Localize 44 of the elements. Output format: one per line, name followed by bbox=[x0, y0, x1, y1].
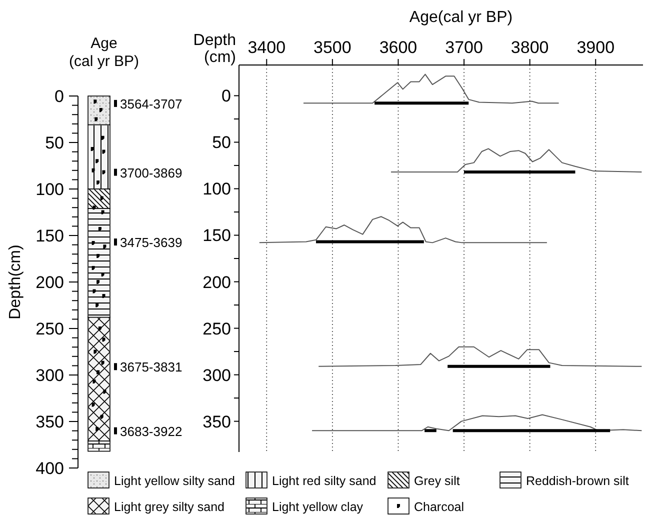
x-tick-label: 3900 bbox=[576, 38, 615, 57]
y-tick-label: 250 bbox=[202, 319, 231, 338]
y-tick-label: 300 bbox=[36, 366, 64, 385]
legend-label: Light red silty sand bbox=[272, 474, 376, 488]
y-tick-label: 350 bbox=[36, 412, 64, 432]
y-tick-label: 250 bbox=[36, 320, 64, 338]
y-tick-label: 200 bbox=[36, 273, 64, 292]
y-axis-title: Depth (cm) bbox=[193, 32, 236, 66]
legend-label: Reddish-brown silt bbox=[526, 474, 630, 488]
x-axis-title: Age(cal yr BP) bbox=[409, 9, 513, 26]
chart-title: Age (cal yr BP) bbox=[68, 35, 140, 70]
y-axis-title: Depth(cm) bbox=[7, 244, 24, 320]
x-tick-label: 3500 bbox=[314, 38, 352, 57]
y-tick-label: 0 bbox=[54, 87, 64, 106]
line-series bbox=[302, 74, 560, 104]
y-tick-label: 100 bbox=[202, 180, 231, 199]
legend-label: Light yellow clay bbox=[272, 500, 364, 514]
line-series bbox=[318, 346, 642, 367]
legend-label: Light grey silty sand bbox=[114, 500, 225, 514]
x-tick-label: 3700 bbox=[445, 38, 483, 57]
y-tick-label: 300 bbox=[202, 366, 231, 385]
x-tick-label: 3400 bbox=[248, 38, 286, 57]
text: 3700-3869 bbox=[120, 165, 182, 180]
line-series bbox=[312, 414, 642, 432]
text: 3475-3639 bbox=[120, 235, 182, 250]
text: 3675-3831 bbox=[120, 360, 182, 375]
y-tick-label: 100 bbox=[36, 180, 64, 199]
y-tick-label: 150 bbox=[36, 226, 64, 246]
y-tick-label: 200 bbox=[202, 272, 231, 292]
line-series bbox=[258, 216, 548, 244]
text: 3683-3922 bbox=[120, 424, 182, 439]
legend-label: Grey silt bbox=[414, 474, 460, 488]
legend-label: Light yellow silty sand bbox=[114, 474, 235, 488]
text: 3564-3707 bbox=[120, 96, 182, 112]
y-tick-label: 400 bbox=[36, 459, 64, 478]
x-tick-label: 3600 bbox=[379, 38, 418, 57]
y-tick-label: 50 bbox=[212, 133, 231, 152]
y-tick-label: 150 bbox=[202, 226, 231, 246]
y-tick-label: 0 bbox=[222, 86, 231, 106]
text: Charcoal bbox=[414, 500, 464, 514]
y-tick-label: 350 bbox=[202, 412, 231, 432]
y-tick-label: 50 bbox=[45, 134, 64, 152]
x-tick-label: 3800 bbox=[510, 38, 549, 57]
line-series bbox=[390, 148, 642, 172]
